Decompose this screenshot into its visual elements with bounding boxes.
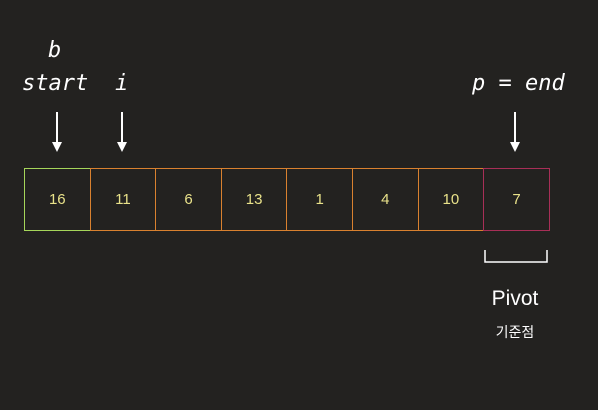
pointer-label-b: b <box>48 38 62 63</box>
pivot-subtitle: 기준점 <box>495 324 535 340</box>
pointer-label-p-end: p = end <box>472 71 565 96</box>
pointer-label-start: start <box>22 71 89 96</box>
pointer-label-i: i <box>115 71 129 96</box>
array-cell: 6 <box>155 168 222 231</box>
array-cell: 11 <box>89 168 157 231</box>
pivot-title: Pivot <box>491 287 539 310</box>
arrow-start <box>52 112 62 152</box>
array-cell: 13 <box>220 168 288 231</box>
array-cell: 7 <box>483 168 550 231</box>
array-cell: 10 <box>417 168 485 231</box>
array-cell: 4 <box>352 168 419 231</box>
array-cell: 16 <box>24 168 91 231</box>
arrow-p-end <box>510 112 520 152</box>
arrow-i <box>117 112 127 152</box>
pivot-bracket <box>484 250 548 263</box>
array-cell: 1 <box>286 168 353 231</box>
